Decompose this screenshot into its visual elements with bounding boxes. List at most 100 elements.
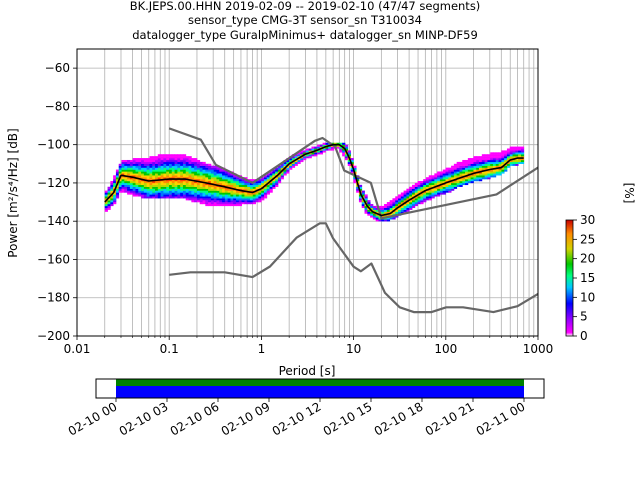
heatmap-cell [107,205,111,209]
heatmap-cell [339,146,343,149]
heatmap-cell [431,184,435,187]
heatmap-cell [492,152,497,155]
heatmap-cell [222,202,226,205]
heatmap-cell [177,190,181,193]
heatmap-cell [202,171,206,174]
heatmap-cell [255,194,259,197]
heatmap-cell [445,175,449,178]
heatmap-cell [473,159,477,163]
heatmap-cell [459,169,463,172]
heatmap-cell [160,156,164,159]
heatmap-cell [177,163,181,166]
heatmap-cell [476,156,480,159]
heatmap-cell [431,196,435,199]
heatmap-cell [205,203,209,207]
heatmap-cell [168,190,173,193]
heatmap-cell [490,171,494,174]
heatmap-cell [182,161,187,164]
heatmap-cell [110,196,114,199]
heatmap-cell [451,186,455,189]
heatmap-cell [252,196,256,199]
heatmap-cell [202,190,206,193]
heatmap-cell [280,163,284,166]
heatmap-cell [168,179,173,182]
heatmap-cell [104,194,108,197]
heatmap-cell [476,161,480,164]
heatmap-cell [180,163,184,166]
heatmap-cell [283,163,287,166]
heatmap-cell [451,181,455,184]
heatmap-cell [481,158,486,161]
heatmap-cell [199,179,203,182]
heatmap-cell [238,190,243,193]
heatmap-cell [141,184,145,187]
heatmap-cell [241,192,245,195]
heatmap-cell [277,179,282,182]
heatmap-cell [437,194,441,197]
heatmap-cell [227,175,231,178]
heatmap-cell [185,190,189,193]
heatmap-cell [149,163,153,166]
heatmap-cell [258,196,262,199]
heatmap-cell [384,211,388,214]
heatmap-cell [370,211,374,214]
heatmap-cell [439,175,444,178]
heatmap-cell [104,203,108,207]
heatmap-cell [249,202,254,205]
heatmap-cell [308,154,312,157]
heatmap-cell [439,181,444,184]
heatmap-cell [303,158,307,161]
heatmap-cell [210,188,215,191]
timeline-tick-label: 02-10 15 [321,399,375,438]
heatmap-cell [166,182,170,186]
heatmap-cell [459,165,463,168]
heatmap-cell [199,177,203,180]
heatmap-cell [146,194,150,197]
heatmap-cell [224,179,229,182]
heatmap-cell [124,173,128,176]
heatmap-cell [146,159,150,163]
heatmap-cell [182,167,187,170]
heatmap-cell [258,198,262,201]
heatmap-cell [110,202,114,205]
colorbar-tick-label: 20 [580,252,595,266]
heatmap-cell [113,181,117,184]
heatmap-cell [470,158,474,161]
heatmap-cell [127,159,131,163]
heatmap-cell [180,167,184,170]
heatmap-cell [135,188,139,191]
heatmap-cell [465,171,469,174]
heatmap-cell [462,169,466,172]
heatmap-cell [456,165,460,168]
heatmap-cell [188,196,192,199]
heatmap-cell [129,171,134,174]
heatmap-cell [121,165,125,168]
heatmap-cell [182,190,187,193]
heatmap-cell [168,154,173,157]
heatmap-cell [252,200,256,203]
heatmap-cell [135,163,139,166]
heatmap-cell [395,211,399,214]
heatmap-cell [353,179,357,182]
heatmap-cell [199,171,203,174]
heatmap-cell [442,186,446,189]
heatmap-cell [135,169,139,172]
heatmap-cell [398,198,402,201]
heatmap-cell [277,181,282,184]
x-axis-label: Period [s] [279,364,336,378]
heatmap-cell [417,188,421,191]
heatmap-cell [213,186,217,189]
heatmap-cell [258,184,262,187]
heatmap-cell [180,156,184,159]
heatmap-cell [392,207,396,210]
heatmap-cell [233,190,237,193]
heatmap-cell [487,165,491,168]
heatmap-cell [124,188,128,191]
heatmap-cell [518,156,522,159]
heatmap-cell [149,190,153,193]
heatmap-cell [129,182,134,186]
heatmap-cell [518,148,522,151]
heatmap-cell [459,167,463,170]
heatmap-cell [272,181,276,184]
heatmap-cell [127,169,131,172]
